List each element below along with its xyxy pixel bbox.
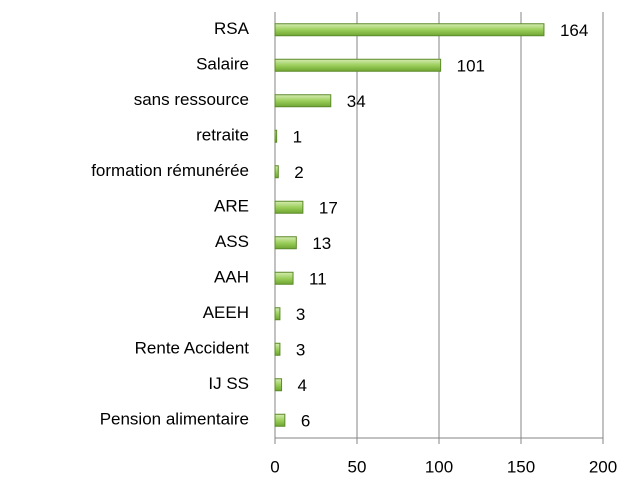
y-tick-label: retraite — [196, 126, 249, 145]
y-tick-label: RSA — [214, 19, 250, 38]
x-tick-label: 50 — [348, 457, 367, 476]
data-label: 4 — [298, 376, 307, 395]
bar — [274, 236, 297, 250]
data-label: 17 — [319, 199, 338, 218]
y-tick-label: IJ SS — [208, 374, 249, 393]
data-label: 34 — [347, 92, 366, 111]
bar — [274, 271, 294, 285]
y-tick-label: sans ressource — [134, 90, 249, 109]
y-tick-label: Pension alimentaire — [100, 410, 249, 429]
data-label: 3 — [296, 305, 305, 324]
data-label: 164 — [560, 21, 588, 40]
y-tick-label: formation rémunérée — [91, 161, 249, 180]
bar — [274, 378, 283, 392]
bar — [274, 413, 286, 427]
bar — [274, 94, 332, 108]
bar — [274, 129, 278, 143]
x-tick-label: 200 — [589, 457, 617, 476]
data-label: 101 — [457, 57, 485, 76]
y-tick-label: AEEH — [203, 303, 249, 322]
bar — [274, 307, 281, 321]
y-tick-label: ARE — [214, 197, 249, 216]
y-tick-label: AAH — [214, 268, 249, 287]
x-tick-label: 100 — [425, 457, 453, 476]
data-label: 11 — [309, 270, 327, 289]
bar — [274, 23, 545, 37]
data-label: 6 — [301, 412, 310, 431]
data-label: 1 — [293, 128, 302, 147]
x-tick-label: 150 — [507, 457, 535, 476]
bar — [274, 200, 304, 214]
data-label: 13 — [312, 234, 331, 253]
y-tick-label: Salaire — [196, 55, 249, 74]
x-tick-label: 0 — [270, 457, 279, 476]
bar — [274, 58, 442, 72]
y-tick-label: ASS — [215, 232, 249, 251]
data-label: 3 — [296, 341, 305, 360]
bar — [274, 342, 281, 356]
y-tick-label: Rente Accident — [135, 339, 250, 358]
data-label: 2 — [294, 163, 303, 182]
bar — [274, 165, 279, 179]
